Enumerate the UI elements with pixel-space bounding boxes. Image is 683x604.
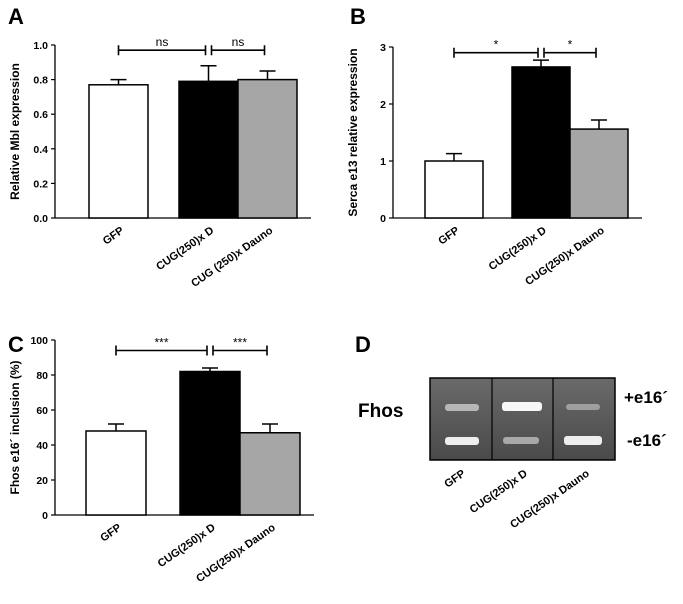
x-tick-label: GFP — [98, 522, 123, 545]
significance-bracket — [212, 345, 268, 356]
y-tick-label: 20 — [36, 475, 48, 487]
bar — [179, 370, 241, 516]
y-tick-label: 100 — [30, 335, 48, 347]
y-axis-label: Fhos e16´ inclusion (%) — [8, 360, 22, 494]
significance-bracket — [115, 345, 208, 356]
x-tick-label: GFP — [436, 225, 461, 248]
y-tick-label: 1 — [380, 156, 386, 168]
y-axis-label: Relative Mbl expression — [8, 63, 22, 200]
significance-label: ns — [156, 35, 169, 49]
bar — [237, 78, 298, 219]
band — [503, 437, 539, 444]
significance-label: *** — [233, 336, 247, 350]
bar — [239, 432, 301, 516]
y-tick-label: 60 — [36, 405, 48, 417]
significance-label: *** — [154, 336, 168, 350]
bar — [85, 430, 147, 516]
panel-label: B — [350, 4, 366, 29]
band — [564, 436, 602, 445]
significance-label: * — [568, 38, 573, 52]
error-bar — [200, 65, 217, 82]
y-tick-label: 80 — [36, 370, 48, 382]
significance-bracket — [543, 47, 597, 58]
lane-label: GFP — [442, 468, 467, 491]
y-tick-label: 0.8 — [33, 75, 48, 87]
x-tick-label: CUG(250)x D — [154, 225, 216, 273]
bar — [88, 84, 149, 219]
y-tick-label: 0.6 — [33, 109, 48, 121]
bar — [511, 66, 571, 219]
bar — [178, 80, 239, 219]
y-tick-label: 0.2 — [33, 178, 48, 190]
y-tick-label: 0 — [42, 510, 48, 522]
error-bar — [108, 423, 124, 431]
error-bar — [202, 367, 218, 372]
x-tick-label: GFP — [101, 225, 126, 248]
significance-label: * — [494, 38, 499, 52]
lane-label: CUG(250)x D — [468, 468, 530, 516]
error-bar — [110, 78, 127, 85]
error-bar — [446, 152, 462, 161]
error-bar — [533, 59, 549, 67]
y-tick-label: 2 — [380, 99, 386, 111]
band — [445, 404, 479, 411]
x-tick-label: CUG(250)x D — [156, 522, 218, 570]
error-bar — [591, 119, 607, 130]
y-tick-label: 3 — [380, 42, 386, 54]
panel-label: A — [8, 4, 24, 29]
gel — [429, 377, 616, 461]
panel-label: D — [355, 332, 371, 357]
gel-panel: D Fhos +e16´ -e16´ GFP CUG(250)x D CUG(2… — [355, 332, 668, 531]
error-bar — [259, 70, 276, 80]
significance-bracket — [453, 47, 539, 58]
band — [502, 402, 542, 411]
band — [445, 437, 479, 445]
y-tick-label: 0 — [380, 213, 386, 225]
y-tick-label: 1.0 — [33, 40, 48, 52]
significance-bracket — [210, 45, 266, 56]
y-axis-label: Serca e13 relative expression — [346, 48, 360, 216]
panel-label: C — [8, 332, 24, 357]
bar — [424, 160, 484, 219]
band-label: -e16´ — [627, 431, 667, 450]
band-label: +e16´ — [624, 388, 668, 407]
y-tick-label: 40 — [36, 440, 48, 452]
y-tick-label: 0.4 — [33, 144, 48, 156]
gene-label: Fhos — [358, 401, 403, 422]
bar — [569, 128, 629, 219]
y-tick-label: 0.0 — [33, 213, 48, 225]
band — [566, 404, 600, 410]
error-bar — [262, 423, 278, 433]
significance-label: ns — [232, 35, 245, 49]
significance-bracket — [117, 45, 207, 56]
